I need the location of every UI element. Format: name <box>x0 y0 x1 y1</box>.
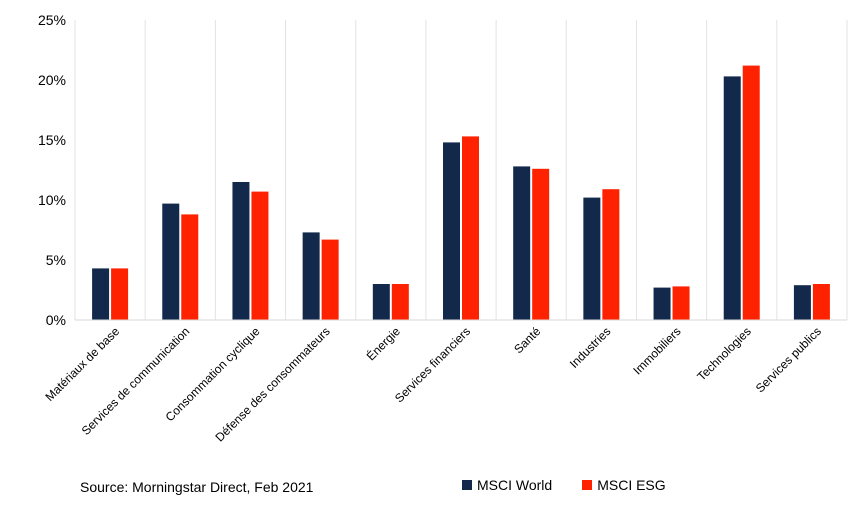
bar-msci-world <box>162 203 180 320</box>
x-tick-label: Services publics <box>753 324 824 395</box>
bar-msci-esg <box>812 284 830 320</box>
x-tick-label: Matériaux de base <box>42 324 122 404</box>
bar-msci-world <box>302 232 320 320</box>
x-tick-label: Santé <box>511 324 543 356</box>
bar-msci-world <box>443 142 460 320</box>
chart-bars <box>92 65 830 321</box>
legend-swatch-msci-esg <box>582 480 593 490</box>
chart-source: Source: Morningstar Direct, Feb 2021 <box>80 479 314 495</box>
bar-msci-world <box>653 287 671 320</box>
bar-msci-esg <box>462 136 479 320</box>
y-tick-label: 25% <box>38 12 66 28</box>
bar-msci-world <box>793 285 811 320</box>
y-tick-label: 5% <box>46 252 66 268</box>
bar-msci-world <box>723 76 741 321</box>
bar-msci-esg <box>742 65 760 320</box>
y-axis-ticks: 0% 5% 10% 15% 20% 25% <box>38 12 66 328</box>
legend-label-msci-world: MSCI World <box>477 477 553 493</box>
bar-msci-esg <box>391 284 409 320</box>
bar-msci-world <box>232 182 250 320</box>
chart-grid <box>74 20 848 320</box>
bar-msci-esg <box>321 239 339 320</box>
legend-item-msci-world: MSCI World <box>462 477 552 493</box>
chart-legend: MSCI World MSCI ESG <box>462 477 666 493</box>
legend-swatch-msci-world <box>462 480 472 490</box>
bar-msci-esg <box>532 168 550 320</box>
bar-msci-esg <box>111 268 129 320</box>
bar-msci-world <box>583 197 601 320</box>
bar-msci-esg <box>251 191 269 320</box>
x-tick-label: Immobiliers <box>630 324 683 377</box>
x-tick-label: Services financiers <box>392 324 473 405</box>
bar-msci-world <box>372 284 390 320</box>
y-tick-label: 0% <box>46 312 66 328</box>
x-tick-label: Technologies <box>694 324 753 383</box>
y-tick-label: 10% <box>38 192 66 208</box>
bar-msci-esg <box>672 286 690 320</box>
x-tick-label: Défense des consommateurs <box>212 324 332 444</box>
x-tick-label: Industries <box>567 324 614 371</box>
bar-msci-world <box>92 268 110 320</box>
legend-label-msci-esg: MSCI ESG <box>597 477 666 493</box>
x-tick-label: Énergie <box>363 323 403 363</box>
bar-msci-esg <box>181 214 199 320</box>
y-tick-label: 20% <box>38 72 66 88</box>
bar-msci-esg <box>602 189 620 320</box>
y-tick-label: 15% <box>38 132 66 148</box>
bar-msci-world <box>513 166 531 320</box>
bar-chart: 0%5%10%15%20%25% Matériaux de baseServic… <box>38 12 848 444</box>
legend-item-msci-esg: MSCI ESG <box>582 477 666 493</box>
